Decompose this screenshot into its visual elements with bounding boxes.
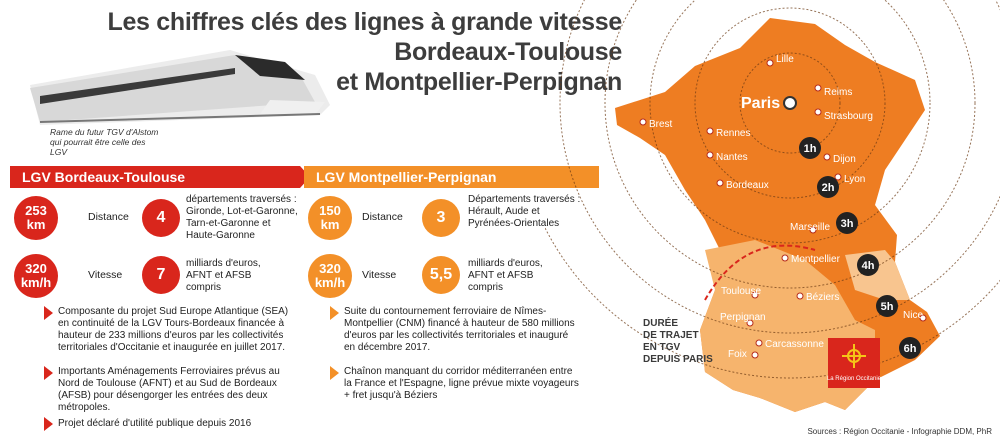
header-montpellier-perpignan: LGV Montpellier-Perpignan	[304, 166, 599, 188]
legend-line-2: DE TRAJET	[643, 330, 699, 341]
bullet-icon	[44, 366, 53, 380]
departments-badge: 3	[422, 199, 460, 237]
city-beziers: Béziers	[806, 292, 839, 303]
france-map: Paris Lille Reims Strasbourg Brest Renne…	[545, 0, 1000, 412]
cost-text: milliards d'euros, AFNT et AFSB compris	[186, 258, 261, 293]
speed-badge: 320 km/h	[308, 254, 352, 298]
city-reims: Reims	[824, 87, 852, 98]
city-nice: Nice	[903, 310, 923, 321]
legend-line-3: EN TGV	[643, 342, 681, 353]
city-carcassonne: Carcassonne	[765, 339, 824, 350]
cost-badge: 7	[142, 256, 180, 294]
bullet-icon	[330, 366, 339, 380]
left-bullet-2: Importants Aménagements Ferroviaires pré…	[58, 366, 280, 413]
ring-label-2h: 2h	[822, 182, 835, 194]
speed-label: Vitesse	[88, 269, 123, 281]
city-foix: Foix	[728, 349, 747, 360]
ring-label-4h: 4h	[862, 260, 875, 272]
departments-badge: 4	[142, 199, 180, 237]
ring-label-1h: 1h	[804, 143, 817, 155]
distance-label: Distance	[362, 211, 403, 223]
train-illustration	[30, 50, 330, 125]
city-dijon: Dijon	[833, 154, 856, 165]
left-bullet-3: Projet déclaré d'utilité publique depuis…	[58, 418, 252, 429]
city-brest: Brest	[649, 119, 673, 130]
speed-label: Vitesse	[362, 269, 397, 281]
distance-label: Distance	[88, 211, 129, 223]
city-bordeaux: Bordeaux	[726, 180, 769, 191]
cost-text: milliards d'euros, AFNT et AFSB compris	[468, 258, 543, 293]
train-caption: Rame du futur TGV d'Alstom qui pourrait …	[50, 127, 159, 157]
departments-text: Départements traversés : Hérault, Aude e…	[468, 194, 581, 229]
bullet-icon	[44, 417, 53, 431]
right-bullet-1: Suite du contournement ferroviaire de Nî…	[344, 306, 575, 353]
city-paris: Paris	[741, 95, 780, 112]
title-line-3: et Montpellier-Perpignan	[336, 68, 622, 96]
title-line-2: Bordeaux-Toulouse	[394, 38, 622, 66]
city-toulouse: Toulouse	[721, 286, 761, 297]
ring-label-5h: 5h	[881, 301, 894, 313]
legend-line-1: DURÉE	[643, 316, 678, 329]
title-line-1: Les chiffres clés des lignes à grande vi…	[107, 8, 622, 36]
city-marseille: Marseille	[790, 222, 830, 233]
header-bordeaux-toulouse: LGV Bordeaux-Toulouse	[10, 166, 310, 188]
city-nantes: Nantes	[716, 152, 748, 163]
distance-badge: 150 km	[308, 196, 352, 240]
city-lyon: Lyon	[844, 174, 865, 185]
city-montpellier: Montpellier	[791, 254, 841, 265]
legend-line-4: DEPUIS PARIS	[643, 354, 713, 365]
bullet-icon	[330, 306, 339, 320]
left-bullet-1: Composante du projet Sud Europe Atlantiq…	[58, 306, 289, 353]
cost-badge: 5,5	[422, 256, 460, 294]
ring-label-6h: 6h	[904, 343, 917, 355]
speed-badge: 320 km/h	[14, 254, 58, 298]
ring-label-3h: 3h	[841, 218, 854, 230]
logo-text: La Région Occitanie	[827, 376, 882, 382]
occitanie-logo: La Région Occitanie	[827, 338, 882, 388]
city-rennes: Rennes	[716, 128, 750, 139]
city-strasbourg: Strasbourg	[824, 111, 873, 122]
distance-badge: 253 km	[14, 196, 58, 240]
right-bullet-2: Chaînon manquant du corridor méditerrané…	[344, 366, 579, 401]
source-credit: Sources : Région Occitanie - Infographie…	[807, 427, 992, 436]
bullet-icon	[44, 306, 53, 320]
city-lille: Lille	[776, 54, 794, 65]
city-perpignan: Perpignan	[720, 312, 766, 323]
departments-text: départements traversés : Gironde, Lot-et…	[186, 194, 298, 241]
